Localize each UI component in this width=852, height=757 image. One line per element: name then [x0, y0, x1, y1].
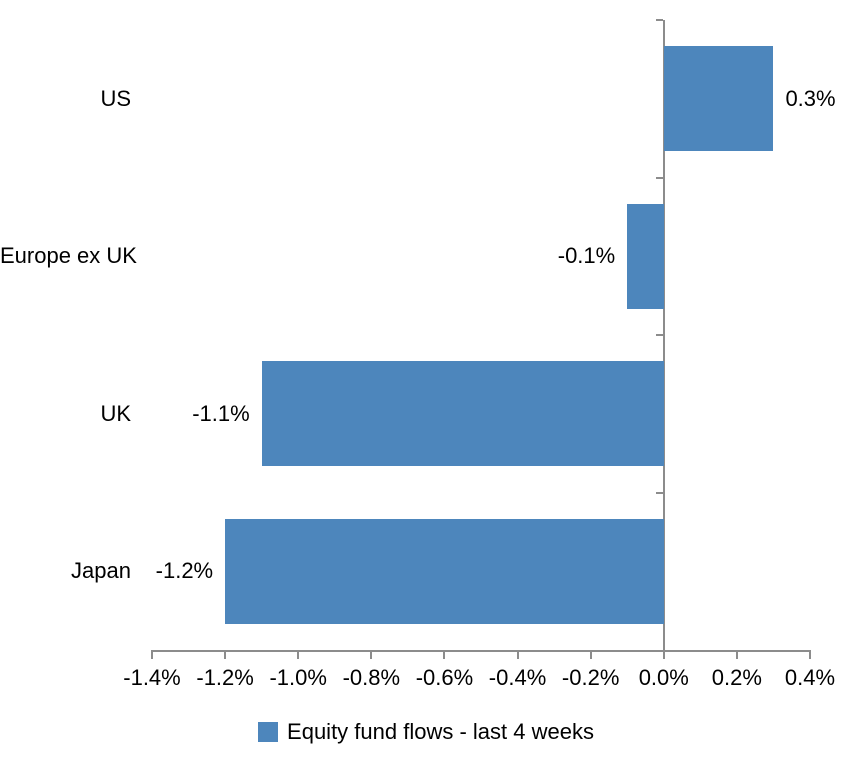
x-tick-label: 0.4% [784, 665, 836, 690]
x-tick [589, 652, 592, 659]
x-tick [516, 652, 519, 659]
category-tick [655, 176, 663, 179]
x-tick-label: 0.2% [711, 665, 762, 690]
x-tick-label: -1.2% [196, 665, 254, 690]
x-tick [151, 652, 153, 659]
legend-swatch [258, 722, 279, 742]
x-tick-label: -0.4% [488, 665, 547, 690]
x-tick-label: -0.6% [415, 665, 474, 690]
x-tick [297, 652, 300, 659]
category-label-japan: Japan [71, 558, 131, 584]
x-tick [443, 652, 446, 659]
x-tick [735, 652, 738, 659]
x-tick [224, 652, 227, 659]
x-axis-line [151, 650, 811, 652]
legend: Equity fund flows - last 4 weeks [0, 712, 852, 752]
x-tick [662, 652, 665, 659]
bar-uk [261, 361, 664, 467]
x-tick [809, 652, 811, 659]
zero-axis-line [662, 20, 665, 652]
value-label-uk: -1.1% [192, 400, 250, 426]
x-tick-label: -0.8% [342, 665, 401, 690]
category-tick [655, 334, 663, 336]
value-label-us: 0.3% [785, 85, 836, 111]
x-tick-label: -0.2% [561, 665, 620, 690]
category-tick [655, 491, 663, 494]
category-label-us: US [100, 85, 131, 111]
bar-japan [225, 518, 664, 624]
x-tick [370, 652, 373, 659]
x-tick-label: -1.4% [123, 665, 181, 690]
legend-label: Equity fund flows - last 4 weeks [287, 719, 594, 744]
category-label-europe-ex-uk: Europe ex UK [0, 243, 137, 269]
x-tick-label: 0.0% [638, 665, 689, 690]
bar-europe-ex-uk [627, 203, 664, 309]
value-label-europe-ex-uk: -0.1% [557, 243, 616, 269]
x-tick-label: -1.0% [269, 665, 327, 690]
category-tick [655, 19, 663, 21]
bar-us [663, 46, 774, 152]
category-label-uk: UK [100, 400, 131, 426]
value-label-japan: -1.2% [155, 558, 214, 584]
